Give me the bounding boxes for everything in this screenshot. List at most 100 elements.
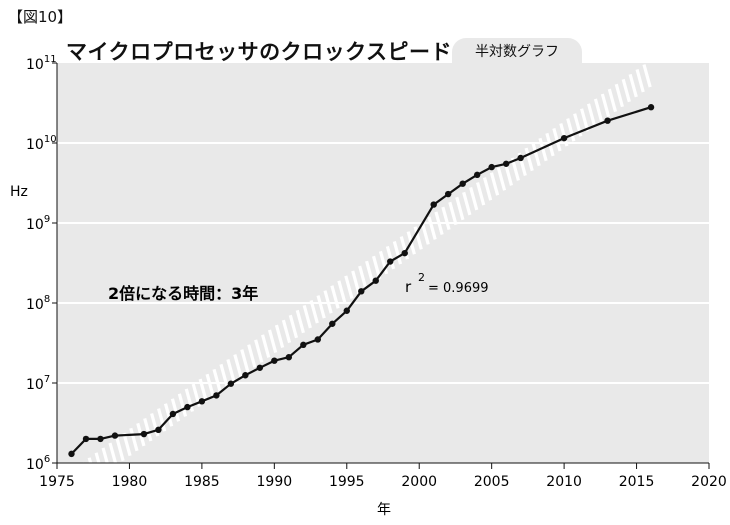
trend-hatch-stroke: [115, 437, 125, 462]
trend-hatch-stroke: [552, 127, 562, 152]
data-point: [111, 432, 119, 439]
trend-hatch-stroke: [288, 314, 299, 339]
r-squared-symbol: r: [405, 278, 412, 296]
data-point: [329, 320, 336, 327]
y-tick-label: 107: [26, 374, 50, 393]
data-point: [445, 190, 452, 198]
y-tick-label: 1010: [26, 134, 57, 153]
trend-hatch-stroke: [455, 196, 465, 221]
trend-hatch-stroke: [330, 285, 340, 309]
x-tick-label: 2010: [546, 474, 582, 490]
trend-hatch-stroke: [351, 270, 361, 294]
trend-hatch-stroke: [642, 64, 652, 88]
trend-hatch-stroke: [441, 206, 451, 231]
data-point: [155, 426, 162, 434]
trend-hatch-stroke: [580, 108, 590, 132]
trend-hatch-stroke: [177, 393, 188, 417]
data-point: [604, 117, 611, 124]
y-tick-label: 1011: [26, 54, 57, 73]
trend-hatch-stroke: [413, 226, 423, 250]
trend-hatch-stroke: [427, 216, 437, 240]
chart-title: マイクロプロセッサのクロックスピード: [66, 40, 452, 64]
trend-hatch-stroke: [365, 260, 375, 285]
data-point: [430, 201, 437, 208]
grid-lines: [57, 142, 709, 384]
trend-hatch-stroke: [559, 123, 569, 147]
trend-hatch-stroke: [184, 388, 195, 412]
x-tick-label: 2005: [474, 474, 510, 490]
trend-hatch-stroke: [475, 182, 486, 206]
trend-hatch-stroke: [344, 275, 354, 299]
data-point: [358, 288, 365, 295]
r-squared-exponent: 2: [418, 271, 425, 284]
trend-hatch-stroke: [489, 172, 500, 196]
trend-hatch-stroke: [607, 88, 618, 113]
x-tick-label: 1975: [39, 474, 75, 490]
data-point: [473, 171, 481, 179]
series-line: [68, 104, 655, 458]
trend-hatch-stroke: [614, 83, 624, 108]
trend-hatch-stroke: [385, 245, 396, 270]
data-point: [68, 450, 75, 458]
data-point: [140, 430, 148, 438]
trend-hatch-stroke: [538, 137, 548, 162]
data-point: [169, 410, 177, 418]
trend-hatch-stroke: [566, 118, 576, 142]
trend-hatch-stroke: [531, 142, 541, 167]
data-point: [184, 403, 191, 411]
doubling-time-annotation: 2倍になる時間：3年: [108, 284, 258, 303]
data-point: [314, 336, 321, 343]
data-point: [401, 249, 408, 257]
trend-hatch-stroke: [240, 349, 250, 373]
trend-hatch-stroke: [434, 211, 444, 235]
trend-hatch-stroke: [378, 250, 389, 275]
data-point: [647, 104, 655, 111]
y-tick-label: 108: [26, 294, 50, 313]
trend-hatch-stroke: [316, 295, 326, 319]
trend-hatch-stroke: [281, 319, 292, 344]
data-point: [198, 398, 206, 405]
trend-hatch-stroke: [600, 93, 611, 118]
figure-label: 【図10】: [8, 8, 73, 26]
trend-hatch-stroke: [75, 468, 81, 491]
trend-hatch-stroke: [295, 309, 305, 334]
data-point: [271, 357, 278, 364]
trend-hatch-stroke: [170, 398, 181, 422]
data-point: [488, 163, 495, 171]
trend-hatch-stroke: [420, 221, 430, 245]
trend-hatching: [75, 64, 652, 491]
trend-hatch-stroke: [496, 167, 507, 191]
data-point: [227, 380, 235, 387]
y-axis-ticks: 106 107 108 109 1010 1011: [26, 54, 57, 473]
data-point: [560, 134, 568, 142]
trend-hatch-stroke: [94, 452, 101, 463]
trend-hatch-stroke: [157, 408, 167, 432]
trend-hatch-stroke: [233, 354, 243, 378]
data-point: [502, 160, 510, 167]
data-point: [213, 392, 220, 399]
x-tick-label: 2020: [691, 474, 727, 490]
data-point: [285, 354, 293, 361]
trend-hatch-stroke: [163, 403, 174, 427]
trend-hatch-stroke: [524, 147, 534, 172]
trend-hatch-stroke: [482, 177, 493, 201]
trend-hatch-stroke: [87, 457, 93, 463]
data-point: [459, 180, 466, 187]
y-tick-label: 106: [26, 454, 50, 473]
data-point: [256, 364, 264, 371]
r-squared-value: = 0.9699: [428, 281, 489, 296]
trend-hatch-stroke: [122, 432, 132, 457]
trend-hatch-stroke: [129, 427, 139, 452]
trend-hatch-stroke: [198, 378, 208, 403]
trend-hatch-stroke: [586, 103, 597, 127]
axes: [56, 63, 709, 464]
trend-hatch-stroke: [392, 241, 403, 265]
trend-hatch-stroke: [628, 73, 638, 98]
trend-hatch-stroke: [219, 363, 229, 388]
trend-hatch-stroke: [448, 201, 458, 226]
trend-hatch-stroke: [635, 69, 645, 93]
trend-hatch-stroke: [143, 417, 153, 442]
trend-hatch-stroke: [212, 368, 222, 393]
trend-hatch-stroke: [621, 78, 631, 103]
x-axis-label: 年: [377, 502, 391, 518]
